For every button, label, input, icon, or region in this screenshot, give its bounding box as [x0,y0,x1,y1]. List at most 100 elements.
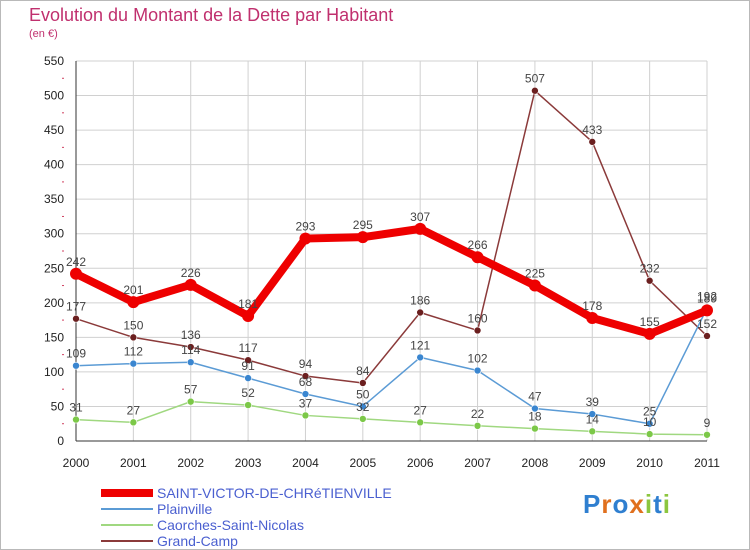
series-point [586,312,599,325]
data-label: 186 [410,293,430,307]
series-point [301,372,310,380]
y-tick-label: 450 [44,123,64,137]
data-label: 295 [353,218,373,232]
series-point [588,138,597,146]
series-point [528,279,541,292]
series-point [473,366,482,375]
legend-swatch [101,508,153,510]
series-point [645,419,654,428]
x-tick-label: 2001 [120,456,147,470]
series-point [127,296,140,309]
data-label: 52 [241,386,255,400]
y-tick-label: 0 [57,434,64,448]
x-tick-label: 2003 [235,456,262,470]
series-point [703,430,711,439]
series-point [72,314,80,323]
series-point [186,358,195,367]
x-tick-label: 2000 [63,456,90,470]
data-label: 121 [410,338,430,352]
series-point [473,421,482,430]
series-point [70,267,82,280]
y-tick-label: 100 [44,365,64,379]
data-label: 14 [586,412,600,426]
series-point [588,410,597,418]
series-point [359,415,367,423]
legend-swatch [101,524,153,526]
series-point [645,430,654,438]
series-point [643,327,656,340]
x-tick-label: 2011 [694,456,720,470]
x-tick-label: 2006 [407,456,434,470]
x-tick-label: 2008 [522,456,549,470]
series-point [72,415,80,424]
chart-title: Evolution du Montant de la Dette par Hab… [29,5,394,25]
data-label: 155 [640,315,660,329]
data-label: 433 [582,123,602,137]
data-label: 27 [414,403,428,417]
data-label: 293 [295,220,315,234]
series-point [588,427,597,436]
series-point [129,418,138,427]
series-line-2 [75,400,708,436]
data-label: 32 [356,400,370,414]
series-point [72,361,80,370]
data-label: 84 [356,364,370,378]
series-point [703,332,711,340]
data-label: 201 [123,283,143,297]
data-label: 94 [299,357,313,371]
y-tick-label: 550 [44,54,64,68]
x-tick-label: 2010 [636,456,663,470]
y-tick-label: 500 [44,89,64,103]
data-label: 177 [66,300,86,314]
data-label: 112 [124,345,143,359]
series-point [359,402,367,411]
series-layer [70,86,713,439]
x-tick-label: 2007 [464,456,491,470]
legend-label: Caorches-Saint-Nicolas [157,517,305,533]
series-point [244,401,252,409]
series-point [359,379,367,387]
chart-subtitle: (en €) [29,28,58,40]
data-label: 189 [697,291,717,305]
x-tick-label: 2005 [349,456,376,470]
data-label: 232 [640,262,660,276]
legend-label: SAINT-VICTOR-DE-CHRéTIENVILLE [157,485,392,501]
data-label: 68 [299,375,313,389]
series-point [471,251,484,264]
series-point [129,359,138,368]
data-label: 109 [66,347,86,361]
series-point [414,222,427,235]
data-label: 9 [704,416,711,430]
data-label: 152 [697,317,717,331]
data-label: 136 [181,328,201,342]
series-point [416,418,424,427]
x-tick-label: 2002 [177,456,204,470]
data-label: 242 [66,255,86,269]
data-label: 39 [586,395,600,409]
series-point [301,411,310,420]
series-point [186,397,195,406]
series-point [531,86,539,95]
series-point [301,390,310,398]
legend-label: Plainville [157,501,213,517]
data-label: 57 [184,383,198,397]
data-label: 181 [238,297,258,311]
data-label: 226 [181,266,201,280]
data-label: 266 [468,238,488,252]
data-label: 225 [525,267,545,281]
data-label: 507 [525,72,545,86]
data-label: 160 [468,311,488,325]
y-tick-label: 150 [44,330,64,344]
legend-swatch [101,540,153,542]
data-label: 50 [356,387,370,401]
data-label: 150 [123,318,143,332]
y-tick-label: 300 [44,227,64,241]
series-point [186,343,195,351]
series-point [416,308,424,317]
series-line-1 [75,307,708,425]
data-label: 114 [181,343,200,357]
